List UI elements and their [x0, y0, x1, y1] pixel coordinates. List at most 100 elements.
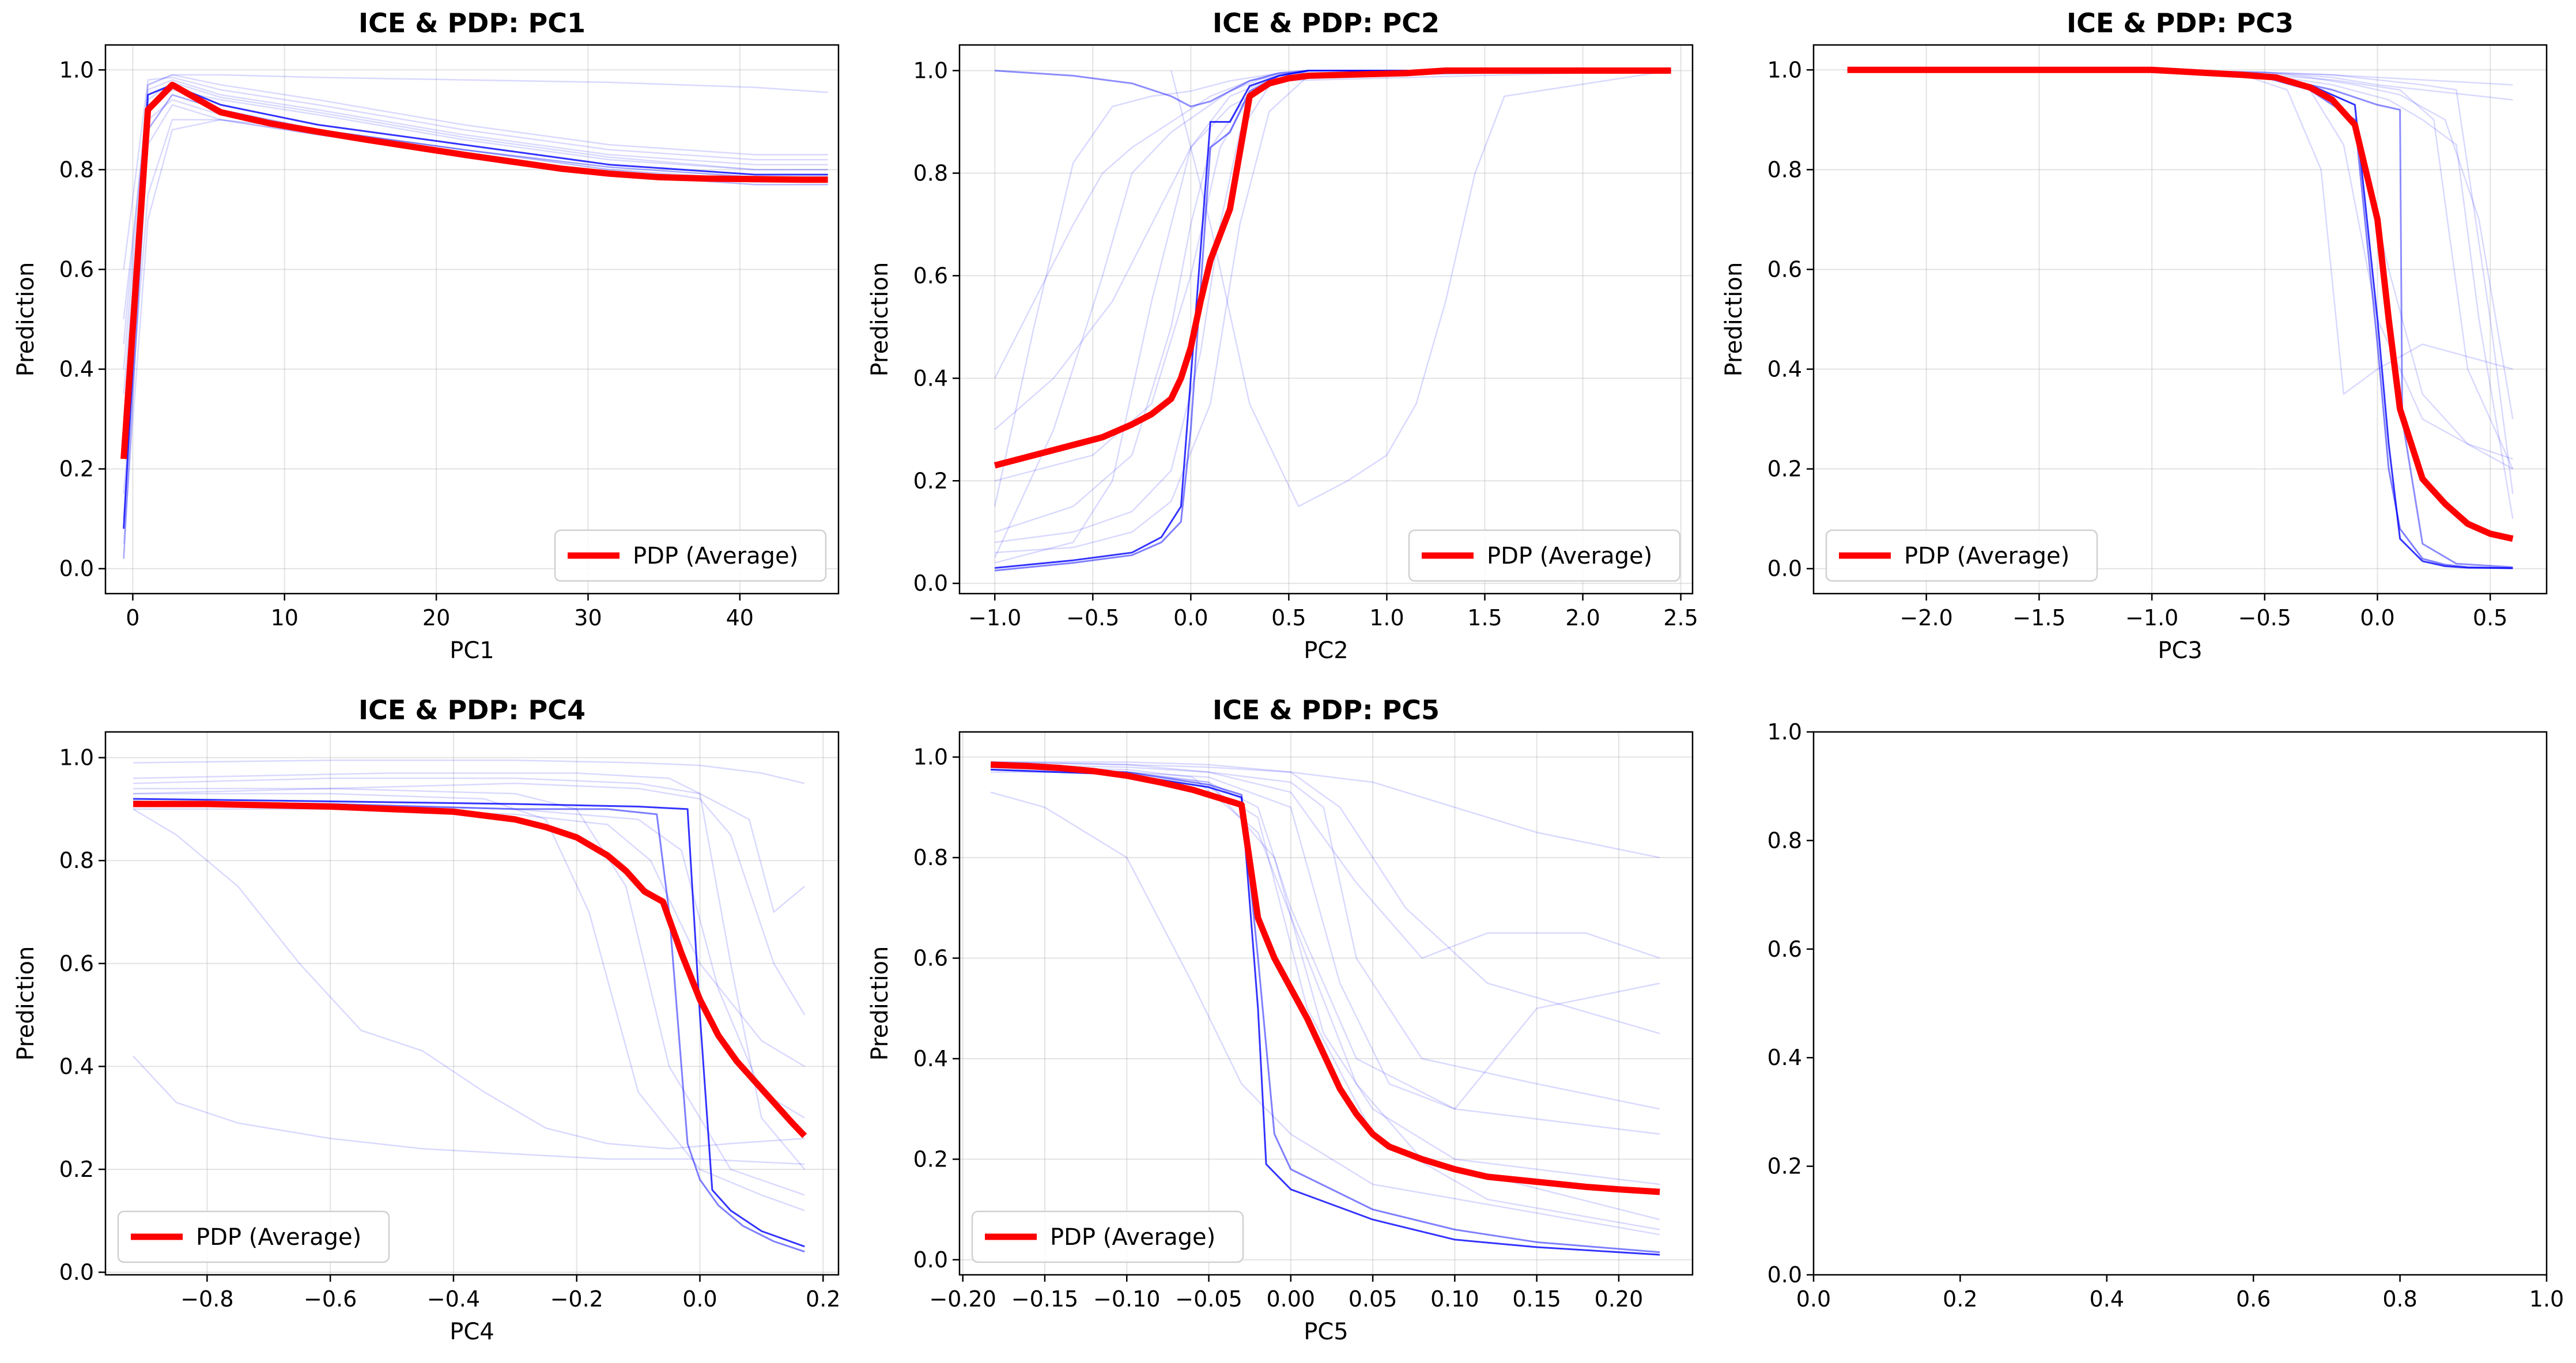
axes-frame: [958, 44, 1694, 595]
pdp-curve: [1847, 66, 2514, 542]
ice-curve: [133, 777, 806, 913]
x-tick-label: −0.4: [427, 1286, 480, 1312]
ice-curve: [1847, 69, 2514, 494]
y-tick-label: 0.0: [913, 1247, 948, 1273]
y-axis-label: Prediction: [867, 262, 893, 377]
ice-curve: [123, 119, 828, 544]
y-tick-label: 0.2: [59, 1157, 94, 1182]
ice-curve: [1170, 70, 1671, 507]
y-tick-label: 0.8: [59, 157, 94, 182]
y-tick-label: 0.0: [1767, 1262, 1802, 1288]
ice-curve: [133, 798, 805, 1248]
y-tick-label: 0.2: [1767, 456, 1802, 482]
ice-curve: [133, 1055, 805, 1165]
y-tick-label: 0.0: [1767, 556, 1802, 582]
ice-curve: [991, 768, 1660, 1256]
series-group: [1847, 66, 2514, 569]
y-tick-label: 0.6: [913, 946, 948, 971]
x-tick-label: 2.0: [1565, 605, 1600, 630]
x-tick-label: 2.5: [1663, 605, 1698, 630]
ice-curve: [995, 70, 1671, 108]
pdp-curve: [133, 801, 807, 1138]
ice-curve: [1847, 69, 2514, 420]
y-tick-label: 0.4: [913, 1046, 948, 1071]
subplot-title: ICE & PDP: PC4: [358, 694, 586, 726]
axes-frame: [1812, 731, 2548, 1276]
legend: PDP (Average): [1408, 529, 1681, 582]
ice-curve: [1847, 69, 2513, 395]
x-tick-label: −2.0: [1900, 605, 1953, 630]
y-tick-label: 0.8: [913, 160, 948, 186]
legend-label: PDP (Average): [196, 1224, 361, 1251]
x-tick-label: −0.5: [2238, 605, 2291, 630]
ice-curve: [133, 759, 805, 784]
x-tick-label: 0.0: [2360, 605, 2394, 630]
y-tick-label: 0.8: [1767, 157, 1802, 182]
x-axis-label: PC1: [450, 637, 494, 664]
series-group: [990, 761, 1660, 1256]
ice-curve: [991, 764, 1660, 959]
y-tick-label: 0.2: [913, 1146, 948, 1172]
x-tick-label: 1.5: [1467, 605, 1502, 630]
x-tick-label: 1.0: [1369, 605, 1404, 630]
x-tick-label: −0.20: [929, 1286, 996, 1312]
x-tick-label: 0.2: [806, 1286, 840, 1312]
series-group: [120, 74, 828, 559]
ice-curve: [995, 70, 1671, 569]
x-tick-label: 0.6: [2236, 1286, 2271, 1312]
x-tick-label: −0.6: [304, 1286, 357, 1312]
ice-curve: [133, 801, 805, 1253]
ice-curve: [123, 89, 828, 320]
pdp-curve: [994, 67, 1671, 469]
ice-curve: [133, 783, 806, 1015]
ice-curve: [995, 70, 1671, 572]
subplot-title: ICE & PDP: PC3: [2067, 7, 2294, 39]
ice-curve: [990, 791, 1660, 1236]
x-tick-label: −0.2: [550, 1286, 603, 1312]
x-tick-label: −1.0: [2125, 605, 2178, 630]
y-tick-label: 0.6: [1767, 256, 1802, 282]
ice-curve: [133, 792, 805, 1211]
pdp-curve: [120, 81, 828, 459]
subplot-title: ICE & PDP: PC2: [1213, 7, 1440, 39]
ice-curve: [994, 70, 1671, 558]
x-tick-label: −0.8: [180, 1286, 233, 1312]
y-axis-label: Prediction: [1721, 262, 1747, 377]
y-tick-label: 1.0: [913, 745, 948, 770]
ice-curve: [991, 766, 1660, 1135]
ice-curve: [1847, 69, 2513, 569]
axes-frame: [104, 731, 840, 1276]
axes-frame: [104, 44, 840, 595]
x-tick-label: 0.0: [682, 1286, 717, 1312]
subplot-title: ICE & PDP: PC5: [1213, 694, 1440, 726]
x-tick-label: −0.10: [1093, 1286, 1160, 1312]
x-tick-label: 0.10: [1430, 1286, 1479, 1312]
y-tick-label: 0.2: [913, 468, 948, 493]
legend-box: [117, 1210, 390, 1263]
legend-box: [971, 1210, 1244, 1263]
legend: PDP (Average): [554, 529, 827, 582]
x-tick-label: 0.0: [1796, 1286, 1831, 1312]
subplot-2: −1.0 −0.5 0.0 0.5 1.0 1.5 2.0 2.5 0.0 0.2 0.4 0.6 0.…: [867, 7, 1698, 664]
x-tick-label: 40: [726, 605, 754, 630]
ice-curve: [123, 77, 828, 270]
x-tick-label: 0.5: [2473, 605, 2507, 630]
pdp-curve: [990, 761, 1660, 1195]
x-axis-label: PC4: [450, 1319, 494, 1345]
ice-curve: [991, 769, 1660, 1185]
x-tick-label: −0.05: [1175, 1286, 1242, 1312]
ice-curve: [991, 766, 1660, 1253]
subplot-5: −0.20 −0.15 −0.10 −0.05 0.00 0.05 0.10 0.15 0.20…: [867, 694, 1694, 1345]
y-axis-label: Prediction: [13, 262, 39, 377]
x-axis-label: PC2: [1304, 637, 1349, 664]
y-tick-label: 0.0: [59, 556, 94, 582]
x-tick-label: 0.15: [1512, 1286, 1561, 1312]
ice-curve: [133, 808, 805, 1150]
y-tick-label: 0.2: [59, 456, 94, 482]
x-tick-label: 0.5: [1271, 605, 1306, 630]
y-tick-label: 0.4: [59, 1054, 94, 1079]
ice-curve: [133, 787, 805, 1196]
x-tick-label: 30: [574, 605, 602, 630]
axes-frame: [1812, 44, 2548, 595]
